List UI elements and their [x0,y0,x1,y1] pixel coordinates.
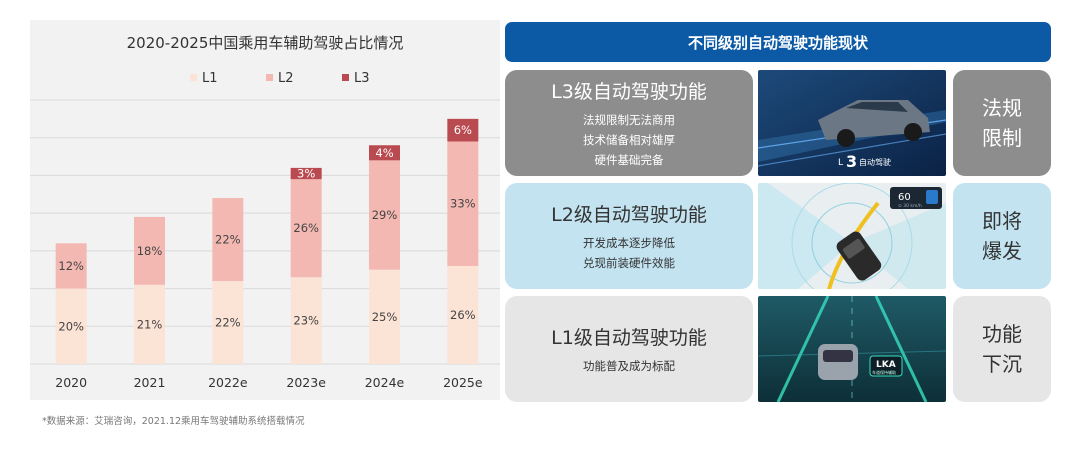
l1-status-pill: 功能 下沉 [953,296,1051,402]
x-tick-label: 2025e [443,375,483,390]
l2-car-photo: 60 ⊙ 30 km/h [758,183,946,289]
x-tick-label: 2022e [208,375,248,390]
bar-label-l3-2024e: 4% [375,146,393,160]
bar-label-l3-2025e: 6% [454,123,472,137]
l3-feature-card: L3级自动驾驶功能 法规限制无法商用 技术储备相对雄厚 硬件基础完备 [505,70,753,176]
bar-l2-2024e [369,160,400,270]
chart-grid [30,99,500,365]
legend-label-l2: L2 [278,71,294,86]
svg-text:L: L [838,158,843,168]
chart-bars: 20% 12% 21% 18% 22% 22% 23% 26% 3% 25% 29% 4% 26% 33%… [55,118,479,364]
bar-label-l2-2025e: 33% [450,197,476,211]
bar-l1-2020 [55,288,87,364]
l3-card-line: 技术储备相对雄厚 [583,132,675,147]
legend-swatch-l1 [190,74,197,81]
section-header: 不同级别自动驾驶功能现状 [505,22,1051,62]
bar-label-l1-2022e: 22% [215,316,241,330]
l3-card-title: L3级自动驾驶功能 [551,80,707,103]
l2-feature-card: L2级自动驾驶功能 开发成本逐步降低 兑现前装硬件效能 [505,183,753,289]
bar-label-l1-2020: 20% [58,319,84,333]
bar-label-l1-2021: 21% [137,317,163,331]
bar-l2-2023e [290,179,322,278]
l2-card-line: 开发成本逐步降低 [583,235,675,250]
bar-l1-2025e [447,265,479,364]
l1-feature-card: L1级自动驾驶功能 功能普及成为标配 [505,296,753,402]
l3-badge-text: 自动驾驶 [859,157,891,167]
l3-status-line: 限制 [982,126,1022,150]
bar-l1-2024e [369,269,400,364]
l1-status-line: 功能 [982,322,1022,346]
l2-status-line: 爆发 [982,239,1022,263]
x-tick-label: 2023e [286,375,326,390]
bar-l3-2024e [369,145,400,161]
bar-label-l2-2021: 18% [137,244,163,258]
bar-label-l2-2023e: 26% [293,221,319,235]
x-tick-label: 2021 [134,375,166,390]
bar-label-l2-2020: 12% [58,259,84,273]
bar-l2-2022e [212,198,244,282]
l3-badge-number: 3 [846,152,857,171]
chart-title: 2020-2025中国乘用车辅助驾驶占比情况 [127,34,404,52]
legend-swatch-l2 [266,74,273,81]
bar-l3-2023e [290,167,322,180]
bar-l1-2021 [134,284,165,364]
car-highway-l3-illustration: L 3 自动驾驶 [758,70,946,176]
chart-legend: L1 L2 L3 [190,71,370,86]
bar-l1-2023e [290,277,322,364]
bar-label-l3-2023e: 3% [297,167,315,181]
bar-l2-2025e [447,141,479,266]
x-tick-label: 2024e [365,375,405,390]
car-lane-keep-illustration: LKA 车道保持辅助 [758,296,946,402]
l1-card-line: 功能普及成为标配 [583,358,675,373]
l2-status-line: 即将 [982,209,1022,233]
legend-label-l3: L3 [354,71,370,86]
l1-car-photo: LKA 车道保持辅助 [758,296,946,402]
l3-car-photo: L 3 自动驾驶 [758,70,946,176]
bar-label-l1-2025e: 26% [450,308,476,322]
legend-label-l1: L1 [202,71,218,86]
bar-label-l1-2024e: 25% [372,310,398,324]
l1-card-title: L1级自动驾驶功能 [551,326,707,349]
bar-label-l2-2024e: 29% [372,208,398,222]
l2-card-line: 兑现前装硬件效能 [583,255,675,270]
bar-l3-2025e [447,118,479,142]
l2-speed-sub: ⊙ 30 km/h [898,203,922,209]
l2-status-pill: 即将 爆发 [953,183,1051,289]
l3-card-line: 法规限制无法商用 [583,112,675,127]
l3-status-pill: 法规 限制 [953,70,1051,176]
l3-status-line: 法规 [982,96,1022,120]
l2-speed-value: 60 [898,192,911,203]
l3-card-line: 硬件基础完备 [594,152,664,167]
bar-l1-2022e [212,281,244,364]
chart-panel: 2020-2025中国乘用车辅助驾驶占比情况 L1 L2 L3 20% 12% 21% 1… [30,20,500,400]
stacked-bar-chart: 2020-2025中国乘用车辅助驾驶占比情况 L1 L2 L3 20% 12% 21% 1… [30,34,500,390]
car-sensor-radar-illustration: 60 ⊙ 30 km/h [758,183,946,289]
bar-l2-2020 [55,243,87,289]
bar-label-l2-2022e: 22% [215,233,241,247]
bar-l2-2021 [134,216,165,285]
x-tick-label: 2020 [55,375,87,390]
chart-x-axis: 2020 2021 2022e 2023e 2024e 2025e [55,375,483,390]
l2-card-title: L2级自动驾驶功能 [551,203,707,226]
l1-lka-sub: 车道保持辅助 [872,369,896,375]
source-note: *数据来源：艾瑞咨询，2021.12乘用车驾驶辅助系统搭载情况 [42,416,305,427]
l1-status-line: 下沉 [982,352,1022,376]
bar-label-l1-2023e: 23% [293,314,319,328]
legend-swatch-l3 [342,74,349,81]
l1-lka-badge: LKA [876,360,896,370]
